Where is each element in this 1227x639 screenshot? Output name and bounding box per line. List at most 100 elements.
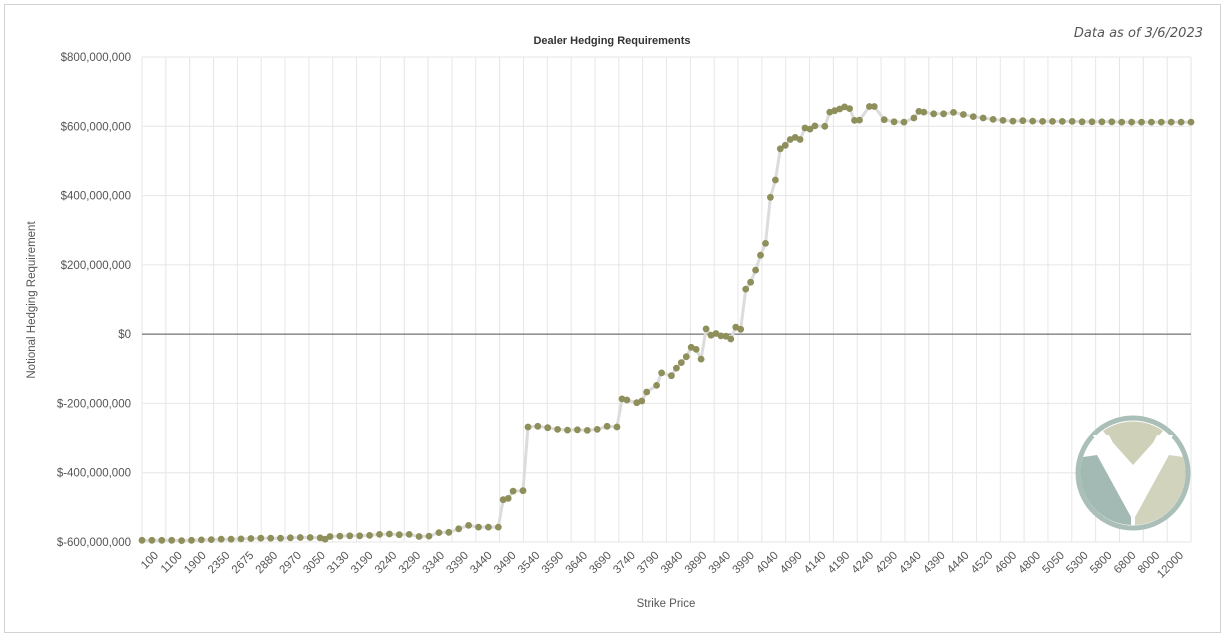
- data-point: [623, 396, 631, 404]
- x-tick-label: 4800: [1017, 550, 1044, 577]
- x-tick-label: 3740: [611, 550, 638, 577]
- data-point: [960, 111, 967, 118]
- data-point: [752, 266, 759, 274]
- x-tick-label: 4600: [993, 550, 1020, 577]
- data-point: [1167, 118, 1175, 126]
- x-tick-label: 5050: [1040, 550, 1067, 577]
- chart-panel: [4, 4, 1221, 633]
- y-axis: $800,000,000 $600,000,000 $400,000,000 $200…: [57, 52, 131, 549]
- logo-v-mark: [1093, 435, 1173, 511]
- data-point: [296, 534, 304, 541]
- x-tick-label: 3590: [540, 550, 567, 577]
- y-tick-label: $-400,000,000: [57, 468, 131, 480]
- x-axis: 1001100190023502675288029703050313031903…: [139, 550, 1186, 581]
- data-point: [227, 535, 235, 543]
- data-point: [900, 118, 908, 126]
- data-point: [376, 531, 383, 538]
- data-point: [613, 423, 621, 431]
- x-tick-label: 4040: [754, 550, 781, 577]
- data-point: [287, 534, 294, 542]
- x-tick-label: 3940: [707, 550, 734, 577]
- data-point: [856, 116, 863, 124]
- data-point: [920, 108, 928, 116]
- data-point: [999, 117, 1007, 124]
- data-point: [524, 423, 532, 431]
- data-point: [702, 325, 710, 333]
- data-point: [697, 355, 705, 363]
- data-point: [465, 522, 472, 529]
- x-tick-label: 3540: [516, 550, 543, 577]
- data-point: [762, 240, 769, 247]
- data-point: [1088, 118, 1096, 126]
- x-tick-label: 4390: [921, 550, 948, 577]
- data-point: [148, 536, 156, 544]
- y-tick-label: $600,000,000: [61, 121, 131, 133]
- data-point: [870, 103, 878, 110]
- y-tick-label: $0: [118, 329, 131, 341]
- data-point: [1177, 118, 1185, 126]
- y-tick-label: $-600,000,000: [57, 537, 131, 549]
- x-axis-title: Strike Price: [637, 598, 696, 610]
- data-point: [1187, 118, 1195, 126]
- data-point: [445, 528, 453, 536]
- data-point: [638, 397, 646, 405]
- data-point: [405, 531, 413, 538]
- data-point: [247, 535, 255, 542]
- data-point: [1029, 117, 1037, 125]
- data-point: [1138, 118, 1145, 126]
- data-point: [257, 534, 265, 542]
- data-point: [910, 114, 918, 122]
- data-point: [593, 426, 601, 433]
- x-tick-label: 12000: [1155, 550, 1186, 581]
- y-tick-label: $800,000,000: [61, 52, 131, 64]
- data-point: [544, 424, 552, 432]
- data-point: [207, 536, 215, 543]
- x-tick-label: 1100: [159, 550, 185, 576]
- data-point: [564, 426, 571, 434]
- data-point: [1128, 118, 1135, 126]
- data-point: [989, 116, 997, 123]
- data-point: [395, 531, 403, 539]
- data-point: [519, 487, 527, 495]
- data-point: [326, 533, 334, 540]
- data-point: [425, 532, 433, 540]
- data-point: [504, 495, 512, 502]
- data-point: [138, 536, 146, 544]
- data-point: [950, 109, 957, 116]
- y-axis-title: Notional Hedging Requirement: [26, 221, 38, 379]
- data-point: [851, 117, 858, 124]
- x-tick-label: 5300: [1064, 550, 1091, 577]
- data-point: [415, 533, 423, 540]
- data-point: [1019, 117, 1027, 125]
- x-tick-label: 4090: [778, 550, 805, 577]
- data-point: [1098, 118, 1106, 126]
- data-point: [1078, 118, 1086, 126]
- x-tick-label: 3840: [659, 550, 686, 577]
- data-point: [168, 536, 176, 544]
- data-point: [737, 325, 745, 333]
- data-point: [435, 529, 443, 536]
- data-point: [1049, 118, 1056, 125]
- as-of-label: Data as of 3/6/2023: [1074, 26, 1203, 41]
- data-point: [603, 422, 611, 430]
- grid: [141, 56, 1192, 543]
- y-tick-label: $-200,000,000: [57, 398, 131, 410]
- x-tick-label: 4340: [897, 550, 924, 577]
- data-point: [583, 427, 591, 434]
- data-point: [1157, 118, 1165, 126]
- x-tick-label: 3790: [635, 550, 662, 577]
- data-point: [930, 110, 938, 118]
- x-tick-label: 5800: [1088, 550, 1115, 577]
- x-tick-label: 2880: [254, 550, 281, 577]
- data-point: [217, 535, 225, 543]
- x-tick-label: 3690: [587, 550, 614, 577]
- data-point: [673, 364, 680, 372]
- x-tick-label: 3340: [421, 550, 448, 577]
- x-tick-label: 3390: [444, 550, 471, 577]
- x-tick-label: 3190: [349, 550, 376, 577]
- data-point: [1009, 117, 1017, 125]
- data-point: [796, 136, 804, 143]
- data-point: [846, 105, 853, 112]
- data-point: [1039, 118, 1046, 125]
